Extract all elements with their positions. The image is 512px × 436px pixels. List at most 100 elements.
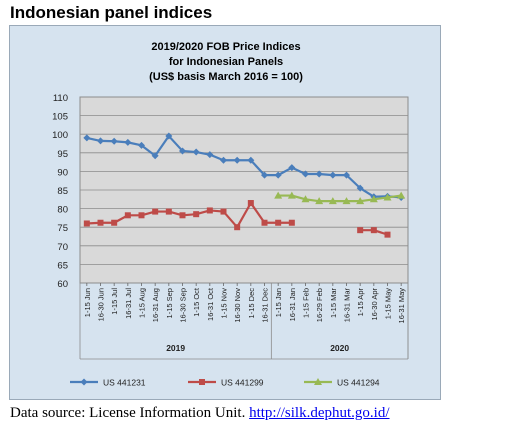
data-point-us-441299 — [138, 212, 145, 219]
data-point-us-441294 — [383, 193, 392, 201]
x-tick-label: 16-31 Jan — [288, 288, 297, 321]
data-point-us-441294 — [328, 197, 337, 205]
data-point-us-441299 — [152, 208, 159, 215]
source-line: Data source: License Information Unit. h… — [10, 405, 390, 422]
y-tick-label: 110 — [53, 93, 68, 104]
x-tick-label: 16-30 Jun — [97, 288, 106, 321]
x-tick-label: 1-15 Feb — [302, 288, 311, 318]
x-tick-label: 1-15 Dec — [247, 288, 256, 319]
data-point-us-441231 — [151, 152, 159, 160]
x-tick-label: 1-15 May — [384, 288, 393, 320]
data-point-us-441294 — [369, 195, 378, 203]
x-tick-label: 16-29 Feb — [315, 288, 324, 322]
data-point-us-441231 — [233, 156, 241, 164]
data-point-us-441299 — [97, 219, 104, 226]
data-point-us-441294 — [301, 195, 310, 203]
x-tick-label: 16-30 Sep — [179, 288, 188, 323]
x-tick-label: 1-15 Aug — [138, 288, 147, 318]
data-point-us-441299 — [193, 211, 200, 218]
data-point-us-441294 — [287, 191, 296, 199]
legend-label: US 441231 — [103, 378, 146, 388]
data-point-us-441231 — [247, 156, 255, 164]
x-tick-label: 1-15 Nov — [220, 288, 229, 319]
data-point-us-441231 — [138, 141, 145, 149]
data-point-us-441299 — [165, 208, 172, 215]
data-point-us-441299 — [234, 224, 241, 231]
data-point-us-441299 — [83, 220, 90, 227]
data-point-us-441294 — [397, 191, 406, 199]
x-tick-label: 16-31 Aug — [151, 288, 160, 322]
x-tick-label: 16-31 Dec — [261, 288, 270, 323]
x-tick-label: 16-31 Oct — [206, 287, 215, 321]
series-line-us-441294 — [278, 194, 402, 203]
x-tick-label: 16-30 Nov — [233, 288, 242, 323]
data-point-us-441231 — [206, 151, 214, 159]
x-tick-label: 1-15 Apr — [356, 288, 365, 317]
y-tick-label: 95 — [57, 149, 68, 160]
data-point-us-441299 — [220, 208, 227, 215]
y-tick-label: 60 — [57, 279, 68, 290]
data-point-us-441231 — [288, 164, 296, 172]
page-heading: Indonesian panel indices — [10, 3, 213, 22]
price-index-chart: 2019/2020 FOB Price Indices for Indonesia… — [52, 41, 409, 388]
source-prefix: Data source: License Information Unit. — [10, 405, 246, 421]
data-point-us-441299 — [247, 200, 254, 207]
chart-title-line: (US$ basis March 2016 = 100) — [149, 71, 303, 83]
x-tick-label: 1-15 Oct — [192, 287, 201, 317]
data-point-us-441231 — [165, 132, 173, 140]
data-point-us-441294 — [342, 197, 351, 205]
data-point-us-441231 — [110, 137, 118, 145]
source-link[interactable]: http://silk.dephut.go.id/ — [249, 405, 390, 421]
data-point-us-441231 — [343, 171, 350, 179]
y-tick-label: 85 — [57, 186, 68, 197]
data-point-us-441231 — [302, 170, 309, 178]
data-point-us-441299 — [275, 219, 282, 226]
data-point-us-441231 — [274, 171, 282, 179]
data-point-us-441294 — [356, 197, 365, 205]
x-tick-label: 1-15 Sep — [165, 288, 174, 318]
data-point-us-441299 — [370, 227, 377, 234]
x-tick-label: 1-15 Jan — [274, 288, 283, 317]
y-tick-label: 105 — [52, 112, 68, 123]
x-tick-label: 1-15 Jul — [110, 288, 119, 315]
data-point-us-441231 — [261, 171, 268, 179]
chart-title-line: for Indonesian Panels — [169, 56, 283, 68]
year-label: 2019 — [166, 343, 185, 353]
x-tick-label: 16-30 Apr — [370, 288, 379, 321]
legend-label: US 441299 — [221, 378, 264, 388]
data-point-us-441299 — [179, 212, 186, 219]
x-tick-label: 1-15 Mar — [329, 288, 338, 319]
x-tick-label: 16-31 Mar — [343, 288, 352, 323]
legend-marker-us-441299 — [199, 379, 205, 385]
data-point-us-441299 — [111, 219, 118, 226]
x-tick-label: 1-15 Jun — [83, 288, 92, 317]
data-point-us-441299 — [261, 219, 268, 226]
data-point-us-441231 — [179, 147, 186, 155]
data-point-us-441231 — [97, 137, 104, 145]
y-tick-label: 100 — [52, 130, 68, 141]
data-point-us-441299 — [206, 207, 213, 214]
data-point-us-441299 — [384, 231, 391, 238]
x-tick-label: 16-31 Jul — [124, 288, 133, 319]
legend-marker-us-441231 — [80, 378, 88, 386]
data-point-us-441299 — [357, 227, 364, 234]
data-point-us-441299 — [124, 212, 131, 219]
y-tick-label: 80 — [57, 205, 68, 216]
legend-label: US 441294 — [337, 378, 380, 388]
y-tick-label: 65 — [57, 260, 68, 271]
data-point-us-441231 — [124, 138, 132, 146]
chart-frame: 2019/2020 FOB Price Indices for Indonesia… — [9, 25, 441, 400]
x-tick-label: 16-31 May — [397, 288, 406, 324]
data-point-us-441231 — [356, 184, 364, 192]
data-point-us-441299 — [288, 219, 295, 226]
data-point-us-441294 — [315, 197, 324, 205]
year-label: 2020 — [330, 343, 349, 353]
legend-marker-us-441294 — [314, 378, 322, 385]
data-point-us-441231 — [329, 171, 337, 179]
data-point-us-441294 — [274, 191, 283, 199]
chart-title-line: 2019/2020 FOB Price Indices — [151, 41, 300, 53]
data-point-us-441231 — [315, 170, 323, 178]
y-tick-label: 70 — [57, 242, 68, 253]
data-point-us-441231 — [220, 156, 227, 164]
data-point-us-441231 — [83, 134, 91, 142]
